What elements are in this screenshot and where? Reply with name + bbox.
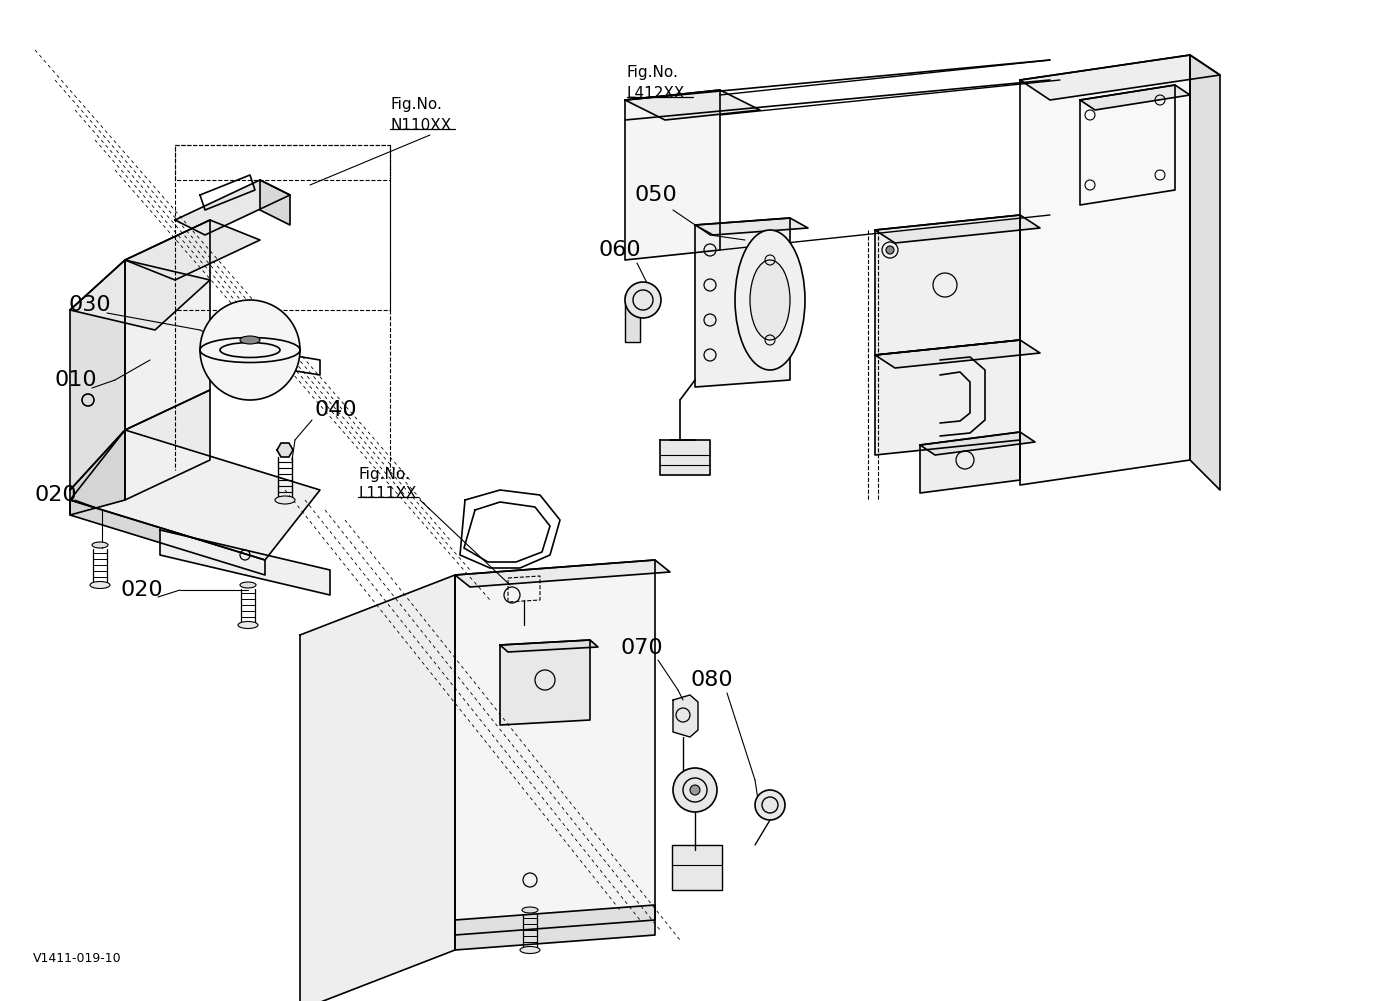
Text: 020: 020 bbox=[34, 485, 77, 505]
Polygon shape bbox=[160, 530, 330, 595]
Polygon shape bbox=[501, 640, 598, 652]
Polygon shape bbox=[70, 500, 265, 575]
Polygon shape bbox=[661, 440, 710, 475]
Polygon shape bbox=[1080, 85, 1190, 110]
Polygon shape bbox=[125, 390, 210, 500]
Polygon shape bbox=[455, 560, 670, 587]
Polygon shape bbox=[301, 575, 455, 1001]
Polygon shape bbox=[1020, 55, 1190, 485]
Polygon shape bbox=[455, 560, 655, 935]
Polygon shape bbox=[695, 218, 808, 235]
Text: 070: 070 bbox=[621, 638, 663, 658]
Polygon shape bbox=[876, 340, 1020, 455]
Polygon shape bbox=[625, 295, 640, 342]
Ellipse shape bbox=[274, 496, 295, 504]
Polygon shape bbox=[1020, 55, 1220, 100]
Polygon shape bbox=[175, 180, 290, 235]
Polygon shape bbox=[70, 260, 125, 490]
Ellipse shape bbox=[90, 582, 110, 589]
Polygon shape bbox=[125, 220, 210, 430]
Polygon shape bbox=[70, 430, 320, 560]
Circle shape bbox=[885, 246, 894, 254]
Polygon shape bbox=[876, 340, 1040, 368]
Polygon shape bbox=[1190, 55, 1220, 490]
Circle shape bbox=[690, 785, 701, 795]
Polygon shape bbox=[261, 180, 290, 225]
Text: Fig.No.: Fig.No. bbox=[627, 65, 678, 80]
Circle shape bbox=[754, 790, 785, 820]
Ellipse shape bbox=[523, 907, 538, 913]
Polygon shape bbox=[70, 430, 125, 515]
Ellipse shape bbox=[92, 542, 108, 548]
Polygon shape bbox=[876, 215, 1040, 243]
Ellipse shape bbox=[240, 582, 256, 588]
Text: Fig.No.: Fig.No. bbox=[390, 97, 441, 112]
Polygon shape bbox=[673, 695, 698, 737]
Text: N110XX: N110XX bbox=[390, 117, 451, 132]
Polygon shape bbox=[455, 905, 655, 950]
Text: 020: 020 bbox=[120, 580, 163, 600]
Text: 010: 010 bbox=[55, 370, 98, 390]
Text: 040: 040 bbox=[314, 400, 357, 420]
Circle shape bbox=[200, 300, 301, 400]
Polygon shape bbox=[125, 220, 261, 280]
Polygon shape bbox=[920, 432, 1020, 493]
Circle shape bbox=[673, 768, 717, 812]
Polygon shape bbox=[876, 215, 1020, 355]
Text: 080: 080 bbox=[690, 670, 732, 690]
Circle shape bbox=[625, 282, 661, 318]
Polygon shape bbox=[695, 218, 790, 387]
Text: 060: 060 bbox=[598, 240, 641, 260]
Text: 030: 030 bbox=[68, 295, 110, 315]
Polygon shape bbox=[920, 432, 1036, 455]
Polygon shape bbox=[501, 640, 590, 725]
Ellipse shape bbox=[240, 336, 261, 344]
Text: V1411-019-10: V1411-019-10 bbox=[33, 952, 121, 965]
Ellipse shape bbox=[239, 622, 258, 629]
Text: L412XX: L412XX bbox=[627, 85, 685, 100]
Text: 050: 050 bbox=[634, 185, 677, 205]
Polygon shape bbox=[277, 443, 292, 457]
Polygon shape bbox=[625, 90, 720, 260]
Polygon shape bbox=[70, 260, 210, 330]
Ellipse shape bbox=[750, 260, 790, 340]
Text: L111XX: L111XX bbox=[359, 485, 416, 500]
Polygon shape bbox=[672, 845, 723, 890]
Text: Fig.No.: Fig.No. bbox=[359, 467, 410, 482]
Ellipse shape bbox=[520, 947, 541, 954]
Ellipse shape bbox=[735, 230, 805, 370]
Polygon shape bbox=[625, 90, 760, 120]
